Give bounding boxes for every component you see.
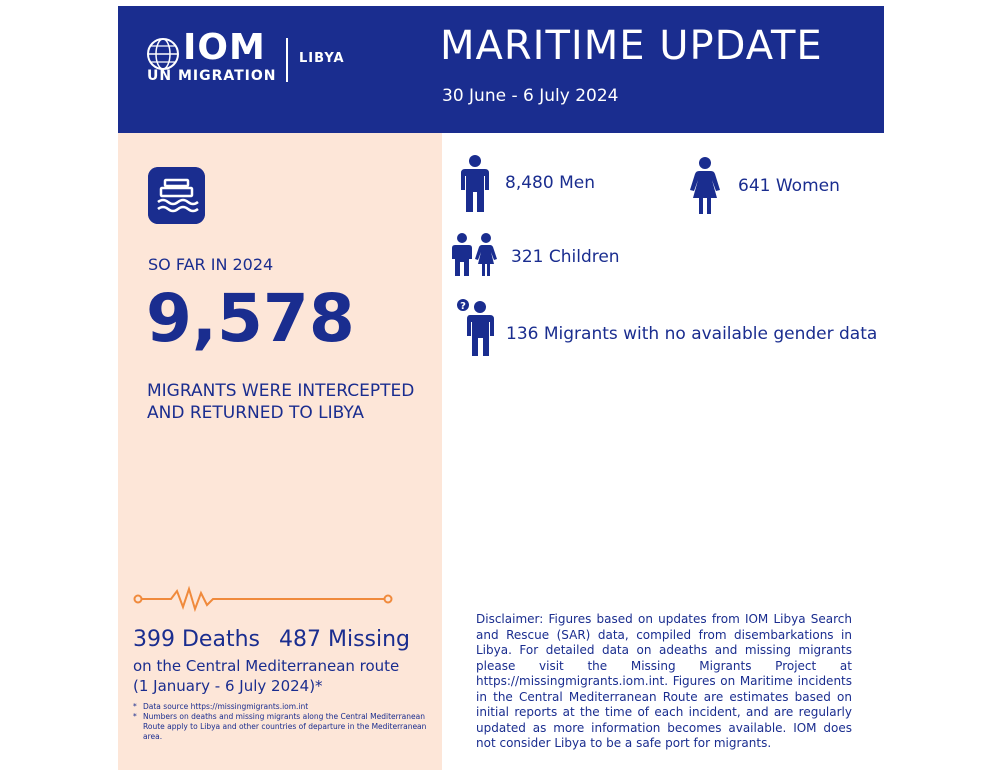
globe-icon [147, 38, 179, 70]
route-text: on the Central Mediterranean route (1 Ja… [133, 656, 399, 696]
pulse-line-icon [133, 585, 393, 613]
summary-description: MIGRANTS WERE INTERCEPTED AND RETURNED T… [147, 381, 415, 423]
route-line-1: on the Central Mediterranean route [133, 657, 400, 675]
children-count: 321 Children [511, 247, 620, 267]
unknown-person-icon: ? [457, 299, 494, 356]
logo-divider [286, 38, 288, 82]
footnote-source: Data source https://missingmigrants.iom.… [133, 702, 433, 712]
header-banner [118, 6, 884, 133]
missing-count: 487 Missing [279, 627, 411, 652]
footnote-scope: Numbers on deaths and missing migrants a… [133, 712, 433, 742]
men-count: 8,480 Men [505, 173, 595, 193]
total-intercepted: 9,578 [146, 280, 355, 357]
disclaimer-text: Disclaimer: Figures based on updates fro… [476, 612, 852, 750]
page-title: MARITIME UPDATE [440, 23, 823, 69]
route-line-2: (1 January - 6 July 2024)* [133, 677, 323, 695]
unknown-gender-count: 136 Migrants with no available gender da… [506, 324, 878, 344]
org-logo-text: IOM [183, 27, 266, 68]
summary-label: SO FAR IN 2024 [148, 255, 274, 274]
boat-icon [148, 167, 205, 224]
women-count: 641 Women [738, 176, 840, 196]
org-sub-text: UN MIGRATION [147, 68, 277, 84]
svg-text:?: ? [460, 301, 466, 312]
footnotes: Data source https://missingmigrants.iom.… [133, 702, 433, 742]
period-label: 30 June - 6 July 2024 [442, 86, 619, 106]
deaths-count: 399 Deaths [133, 627, 260, 652]
woman-icon [690, 157, 720, 214]
man-icon [461, 155, 489, 212]
country-label: LIBYA [299, 51, 345, 66]
summary-panel [118, 133, 442, 770]
children-icon [452, 233, 497, 276]
